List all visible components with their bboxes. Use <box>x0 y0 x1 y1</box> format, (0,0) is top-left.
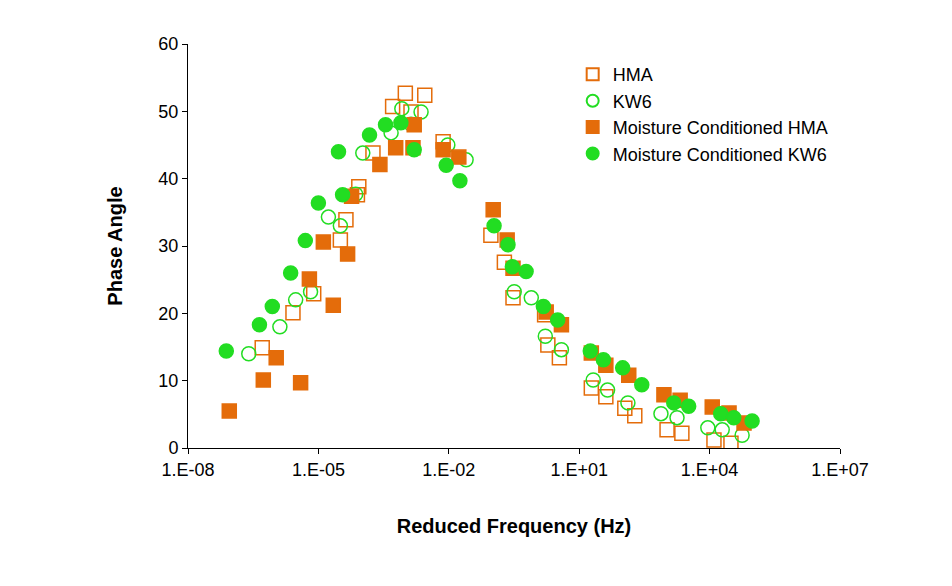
svg-text:Reduced Frequency (Hz): Reduced Frequency (Hz) <box>397 515 631 537</box>
svg-text:40: 40 <box>158 169 178 189</box>
svg-text:Moisture Conditioned HMA: Moisture Conditioned HMA <box>613 118 828 138</box>
svg-text:1.E-05: 1.E-05 <box>292 460 345 480</box>
svg-text:KW6: KW6 <box>613 92 652 112</box>
svg-text:1.E-02: 1.E-02 <box>422 460 475 480</box>
svg-text:0: 0 <box>168 438 178 458</box>
svg-text:Phase Angle: Phase Angle <box>104 186 126 305</box>
svg-text:1.E+01: 1.E+01 <box>550 460 608 480</box>
svg-text:60: 60 <box>158 34 178 54</box>
svg-text:1.E+04: 1.E+04 <box>681 460 739 480</box>
svg-text:10: 10 <box>158 371 178 391</box>
svg-text:30: 30 <box>158 236 178 256</box>
svg-text:Moisture Conditioned KW6: Moisture Conditioned KW6 <box>613 145 827 165</box>
svg-text:1.E+07: 1.E+07 <box>811 460 869 480</box>
svg-text:HMA: HMA <box>613 65 653 85</box>
svg-text:20: 20 <box>158 304 178 324</box>
svg-text:1.E-08: 1.E-08 <box>161 460 214 480</box>
svg-text:50: 50 <box>158 102 178 122</box>
